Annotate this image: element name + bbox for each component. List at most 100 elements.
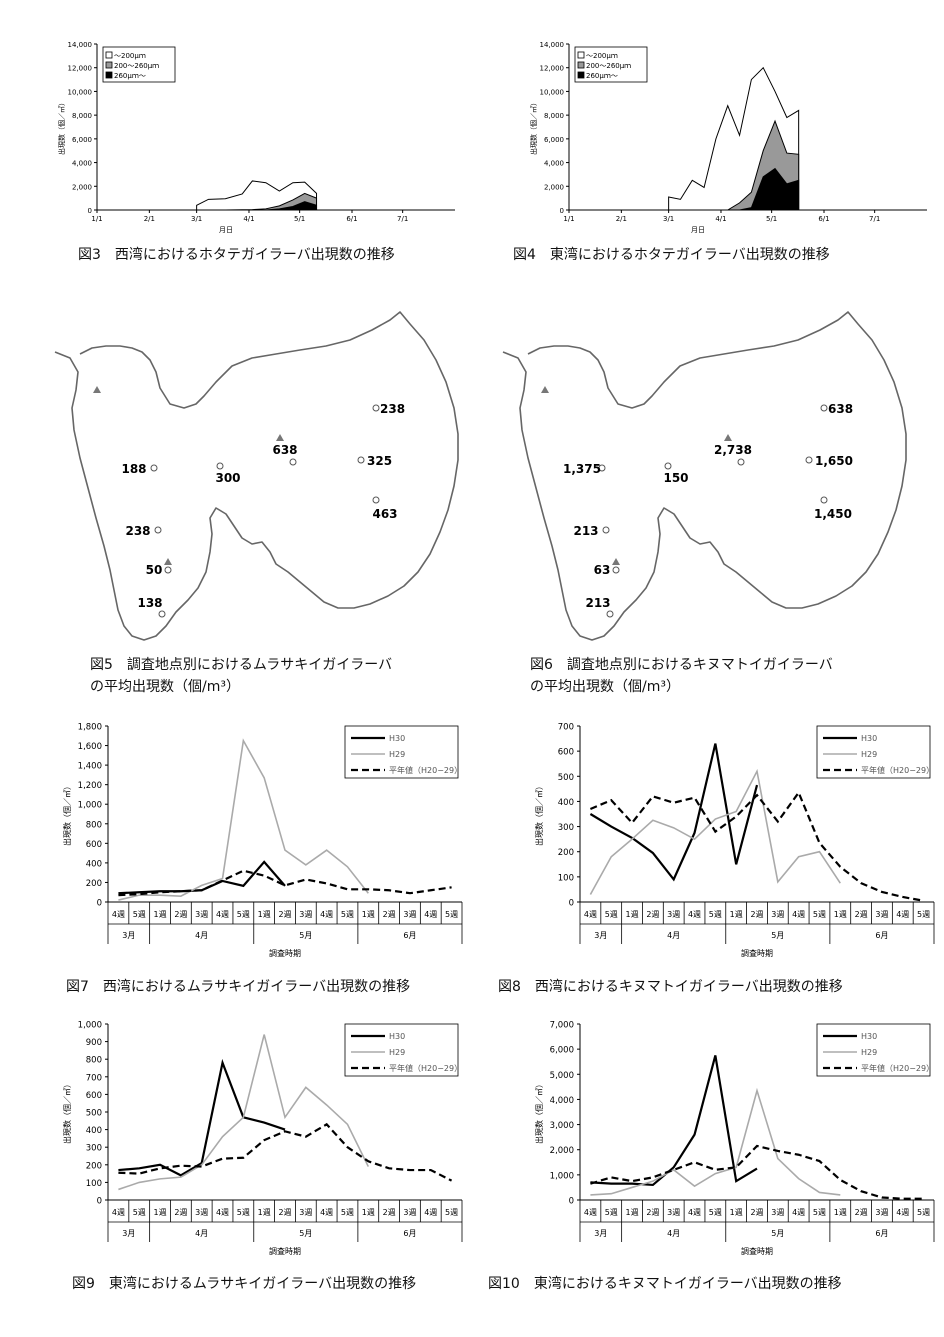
figure-6-map-svg: 638 2,738 1,650 1,450 150 1,375 213 63 213 xyxy=(502,311,907,641)
y-tick-label: 6,000 xyxy=(544,136,564,144)
y-tick-label: 10,000 xyxy=(68,88,93,96)
figure-9-caption: 図9 東湾におけるムラサキイガイラーバ出現数の推移 xyxy=(72,1276,417,1292)
y-tick-label: 300 xyxy=(558,823,574,833)
x-tick-label: 1週 xyxy=(258,1208,271,1217)
x-tick-label: 4週 xyxy=(896,910,909,919)
y-axis-title: 出現数（個／㎥） xyxy=(57,99,66,155)
figure-7-line-chart: 0 200 400 600 800 1,000 1,200 1,400 1,600 1,800 4週… xyxy=(0,712,472,970)
x-tick-label: 5週 xyxy=(709,910,722,919)
x-tick-label: 4週 xyxy=(584,1208,597,1217)
station-marker xyxy=(664,462,672,470)
line-series-3 xyxy=(118,869,452,897)
month-label: 4月 xyxy=(667,931,680,940)
y-tick-label: 0 xyxy=(569,1197,574,1207)
x-tick-label: 3週 xyxy=(771,910,784,919)
x-tick-label: 4週 xyxy=(320,910,333,919)
figure-6-caption-line2: の平均出現数（個/m³） xyxy=(530,679,680,695)
x-tick-label: 1/1 xyxy=(563,215,574,223)
month-label: 5月 xyxy=(299,1229,312,1238)
line-series-1 xyxy=(589,743,759,882)
x-tick-label: 4週 xyxy=(792,1208,805,1217)
x-tick-label: 5週 xyxy=(341,910,354,919)
figure-4-area-chart: 0 2,000 4,000 6,000 8,000 10,000 12,000 14,000 1… xyxy=(472,0,944,240)
y-tick-label: 1,000 xyxy=(78,1021,102,1031)
y-tick-label: 500 xyxy=(86,1109,102,1119)
x-tick-label: 1週 xyxy=(626,910,639,919)
y-tick-label: 0 xyxy=(88,207,92,215)
y-tick-label: 7,000 xyxy=(550,1021,574,1031)
x-tick-label: 3週 xyxy=(667,910,680,919)
figure-5-caption-line1: 図5 調査地点別におけるムラサキイガイラーバ xyxy=(90,657,393,673)
figure-5-caption-line2: の平均出現数（個/m³） xyxy=(90,679,240,695)
figure-8-svg: 0 100 200 300 400 500 600 700 4週 5週 1週 2週 3週 4週 5週 1週 2週… xyxy=(534,723,935,958)
x-tick-label: 4週 xyxy=(424,910,437,919)
y-tick-label: 4,000 xyxy=(72,160,92,168)
triangle-marker xyxy=(93,386,101,393)
legend-label: 260μｍ～ xyxy=(114,72,146,80)
station-marker xyxy=(164,566,172,574)
legend-label: 平年値（H20−29） xyxy=(861,1063,934,1073)
x-tick-label: 2週 xyxy=(278,910,291,919)
x-tick-label: 2週 xyxy=(174,910,187,919)
line-series-1 xyxy=(118,1058,286,1177)
y-tick-label: 400 xyxy=(558,798,574,808)
station-marker xyxy=(158,610,166,618)
line-series-2 xyxy=(590,1087,841,1196)
y-tick-label: 600 xyxy=(86,840,102,850)
line-series-2 xyxy=(118,738,369,901)
x-tick-label: 3週 xyxy=(667,1208,680,1217)
x-tick-label: 5週 xyxy=(133,910,146,919)
y-tick-label: 1,000 xyxy=(550,1171,574,1181)
x-tick-label: 5週 xyxy=(917,1208,930,1217)
station-marker xyxy=(805,456,813,464)
y-tick-label: 4,000 xyxy=(544,160,564,168)
x-tick-label: 6/1 xyxy=(818,215,829,223)
station-value-label: 638 xyxy=(272,443,297,457)
figure-3-area-chart: 0 2,000 4,000 6,000 8,000 10,000 12,000 14,000 1… xyxy=(0,0,472,240)
station-value-label: 238 xyxy=(380,402,405,416)
y-tick-label: 6,000 xyxy=(550,1046,574,1056)
station-value-label: 325 xyxy=(367,454,392,468)
area-series-3 xyxy=(668,167,800,211)
legend-label: H30 xyxy=(389,1032,405,1041)
y-tick-label: 400 xyxy=(86,1126,102,1136)
y-tick-label: 2,000 xyxy=(72,183,92,191)
figure-7-caption: 図7 西湾におけるムラサキイガイラーバ出現数の推移 xyxy=(66,979,411,995)
x-tick-label: 1週 xyxy=(362,1208,375,1217)
x-tick-label: 3週 xyxy=(299,1208,312,1217)
x-tick-label: 5週 xyxy=(237,910,250,919)
y-tick-label: 100 xyxy=(86,1179,102,1189)
figure-6-caption: 図6 調査地点別におけるキヌマトイガイラーバ の平均出現数（個/m³） xyxy=(530,654,833,698)
station-value-label: 150 xyxy=(663,471,688,485)
station-value-label: 2,738 xyxy=(714,443,752,457)
line-series-1 xyxy=(118,860,286,895)
station-marker xyxy=(737,458,745,466)
figure-4-svg: 0 2,000 4,000 6,000 8,000 10,000 12,000 14,000 1… xyxy=(529,41,927,234)
y-tick-label: 200 xyxy=(558,848,574,858)
station-value-label: 138 xyxy=(137,596,162,610)
y-axis-title: 出現数（個／㎥） xyxy=(62,1080,72,1144)
station-value-label: 213 xyxy=(573,524,598,538)
x-tick-label: 5週 xyxy=(237,1208,250,1217)
legend-swatch xyxy=(105,51,113,59)
coastline xyxy=(502,311,907,641)
figure-10-svg: 0 1,000 2,000 3,000 4,000 5,000 6,000 7,000 4週 5週… xyxy=(534,1021,935,1256)
x-tick-label: 5週 xyxy=(341,1208,354,1217)
line-series-3 xyxy=(590,1144,924,1200)
station-value-label: 300 xyxy=(215,471,240,485)
x-tick-label: 2週 xyxy=(855,1208,868,1217)
station-marker xyxy=(602,526,610,534)
x-tick-label: 2週 xyxy=(383,1208,396,1217)
station-value-label: 1,375 xyxy=(563,462,601,476)
figure-8-caption: 図8 西湾におけるキヌマトイガイラーバ出現数の推移 xyxy=(498,979,843,995)
y-axis-title: 出現数（個／㎥） xyxy=(534,1080,544,1144)
figure-5-caption: 図5 調査地点別におけるムラサキイガイラーバ の平均出現数（個/m³） xyxy=(90,654,392,698)
month-label: 3月 xyxy=(122,931,135,940)
x-tick-label: 4週 xyxy=(216,1208,229,1217)
x-tick-label: 2週 xyxy=(646,910,659,919)
legend-swatch xyxy=(577,71,585,79)
x-tick-label: 3週 xyxy=(771,1208,784,1217)
line-series-2 xyxy=(589,768,841,895)
x-tick-label: 4週 xyxy=(688,910,701,919)
month-label: 4月 xyxy=(195,931,208,940)
